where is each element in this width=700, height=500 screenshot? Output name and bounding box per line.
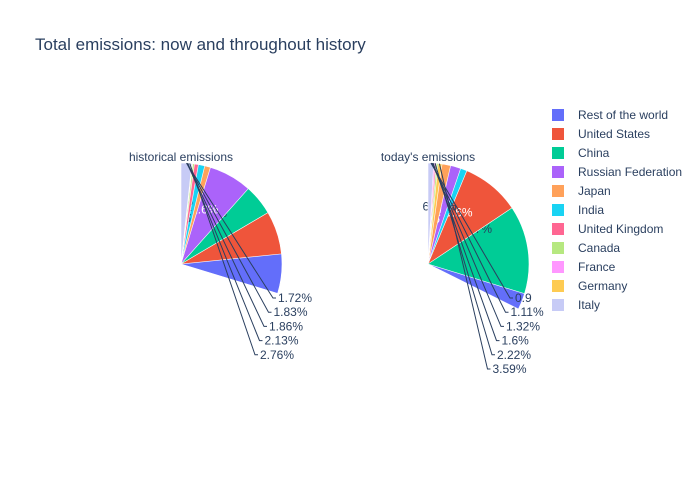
pie-today: 32.3%29.7%15.6%6.27%5.23%0.91.11%1.32%1.… (422, 162, 544, 376)
legend: Rest of the world United States China Russi… (552, 108, 682, 312)
legend-swatch-italy[interactable] (552, 299, 564, 311)
leader-line-canada (187, 163, 263, 342)
legend-item-rest-of-the-world[interactable]: Rest of the world (578, 108, 668, 122)
leader-line-japan (438, 163, 491, 370)
slice-label-germany: 2.22% (497, 348, 531, 362)
slice-label-united-kingdom: 2.76% (260, 348, 294, 362)
legend-item-china[interactable]: China (578, 146, 610, 160)
slice-label-italy: 0.9 (515, 291, 532, 305)
leader-line-italy (430, 162, 513, 299)
legend-item-united-kingdom[interactable]: United Kingdom (578, 222, 663, 236)
leader-line-france (431, 162, 509, 313)
slice-label-italy: 1.72% (278, 291, 312, 305)
legend-swatch-france[interactable] (552, 261, 564, 273)
legend-swatch-united-states[interactable] (552, 128, 564, 140)
legend-item-canada[interactable]: Canada (578, 241, 620, 255)
slice-label-canada: 2.13% (265, 334, 299, 348)
pie-title-historical: historical emissions (129, 150, 233, 164)
legend-item-japan[interactable]: Japan (578, 184, 611, 198)
legend-swatch-china[interactable] (552, 147, 564, 159)
legend-swatch-canada[interactable] (552, 242, 564, 254)
leader-line-united-kingdom (189, 163, 258, 356)
legend-swatch-russian-federation[interactable] (552, 166, 564, 178)
slice-label-canada: 1.6% (502, 334, 530, 348)
leader-line-canada (432, 162, 500, 342)
leader-line-germany (186, 162, 272, 313)
chart-title: Total emissions: now and throughout hist… (35, 35, 366, 54)
leader-line-united-kingdom (431, 162, 504, 327)
legend-swatch-germany[interactable] (552, 280, 564, 292)
legend-item-russian-federation[interactable]: Russian Federation (578, 165, 682, 179)
legend-item-italy[interactable]: Italy (578, 298, 600, 312)
pie-historical: 29.7%23.4%16.5%11.6%4.71%3.78%1.72%1.83%… (179, 162, 312, 362)
legend-item-india[interactable]: India (578, 203, 604, 217)
slice-label-united-kingdom: 1.32% (506, 319, 540, 333)
legend-swatch-united-kingdom[interactable] (552, 223, 564, 235)
leader-line-italy (186, 162, 276, 299)
legend-item-france[interactable]: France (578, 260, 616, 274)
slice-label-germany: 1.83% (274, 305, 308, 319)
legend-swatch-japan[interactable] (552, 185, 564, 197)
slice-label-france: 1.11% (511, 305, 544, 319)
legend-item-united-states[interactable]: United States (578, 127, 650, 141)
slice-label-france: 1.86% (269, 319, 303, 333)
pie-title-today: today's emissions (381, 150, 475, 164)
leader-line-france (186, 162, 267, 327)
legend-swatch-rest-of-the-world[interactable] (552, 109, 564, 121)
legend-item-germany[interactable]: Germany (578, 279, 627, 293)
legend-swatch-india[interactable] (552, 204, 564, 216)
slice-label-japan: 3.59% (493, 362, 527, 376)
